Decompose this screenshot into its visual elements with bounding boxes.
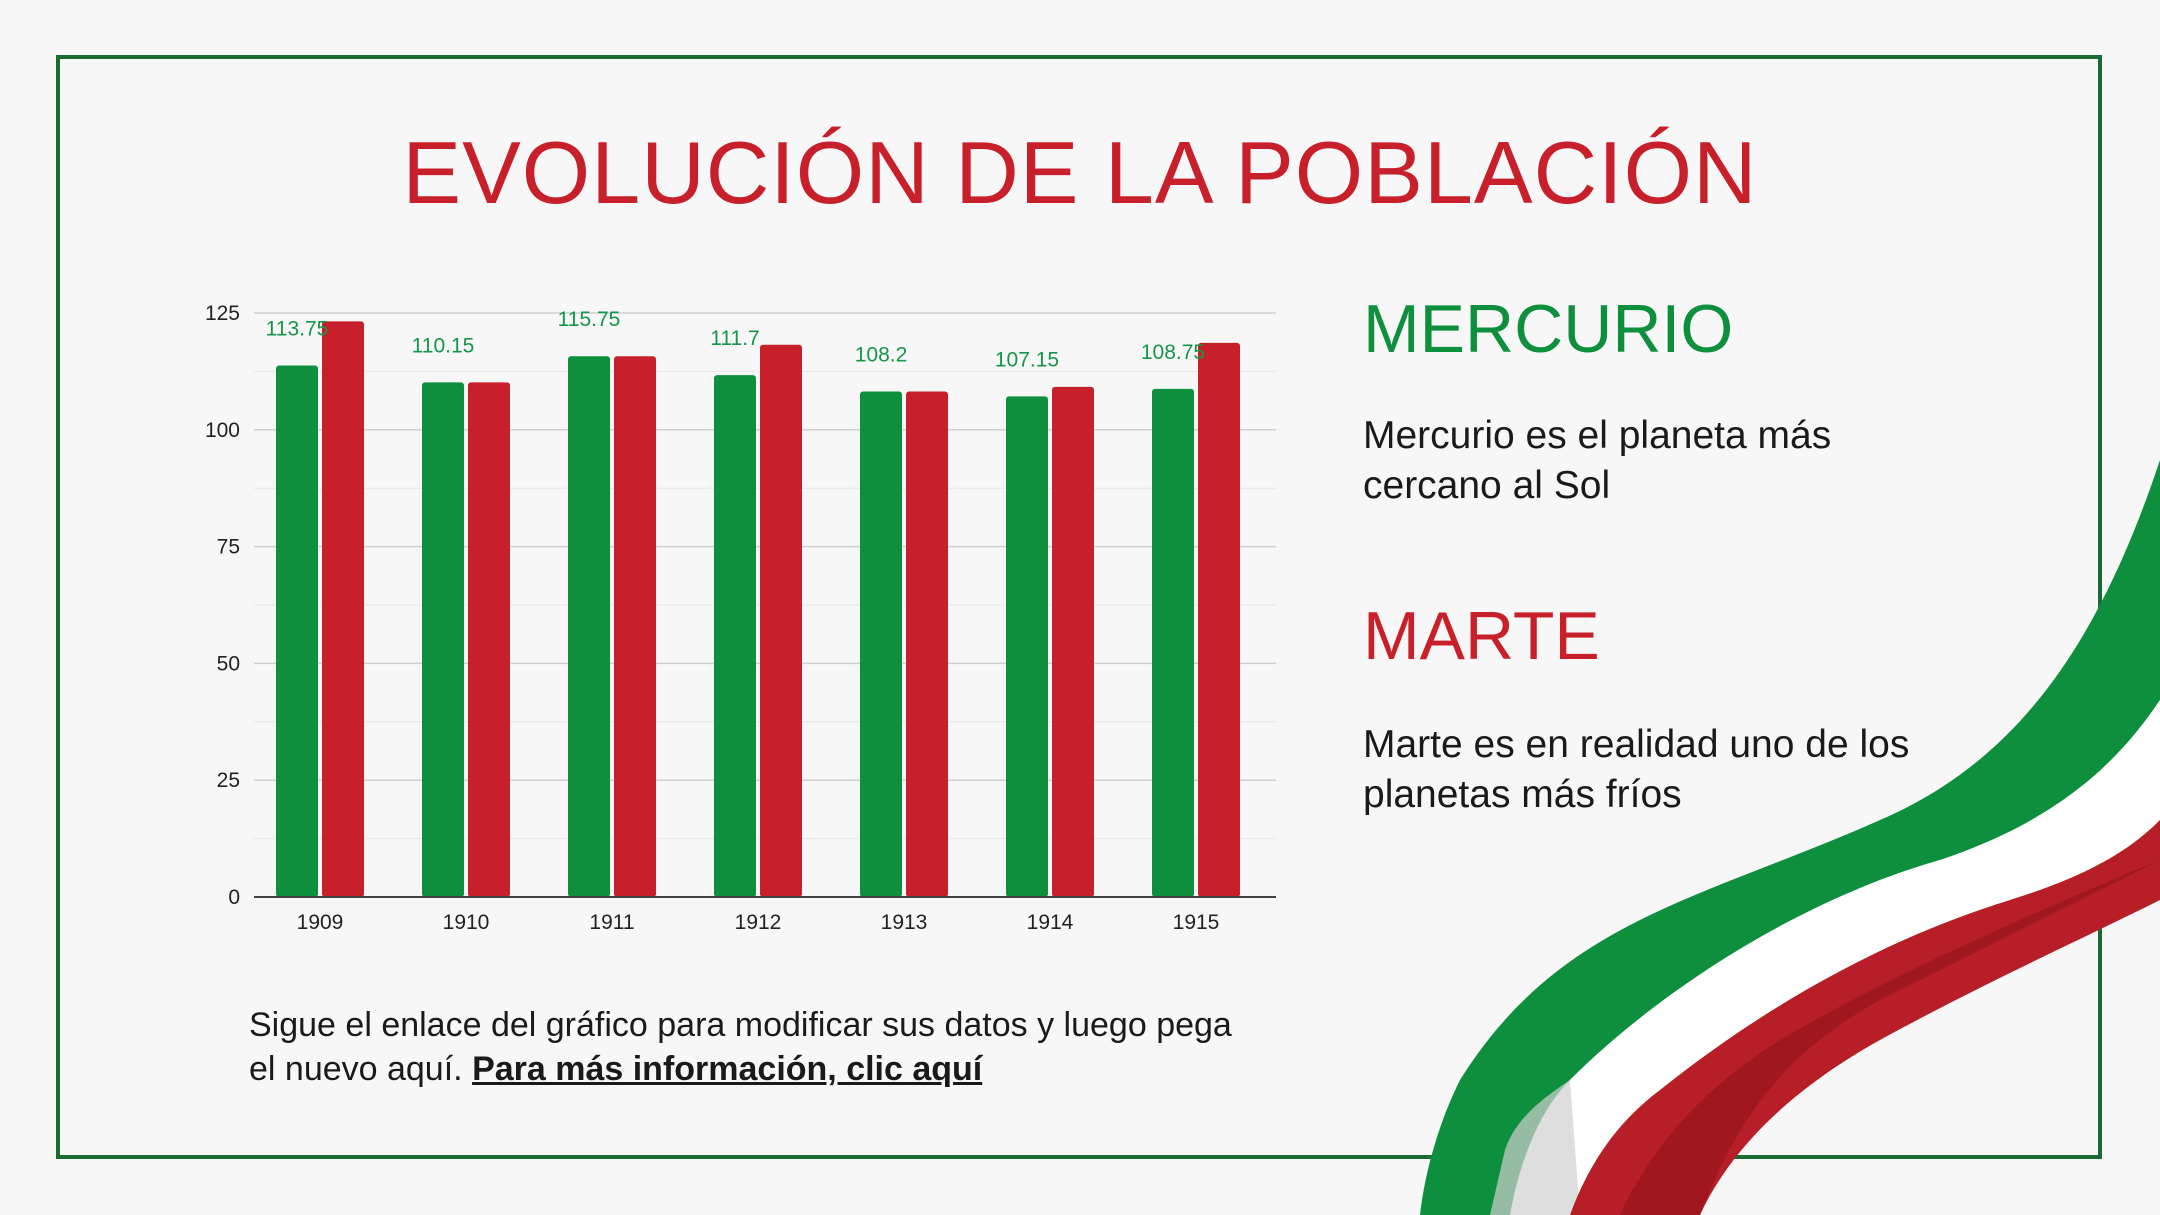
ribbon-white-stripe bbox=[1510, 700, 2160, 1215]
chart-instructions-note: Sigue el enlace del gráfico para modific… bbox=[249, 1003, 1249, 1091]
chart-bars bbox=[276, 321, 1240, 898]
y-tick-label: 125 bbox=[205, 302, 240, 325]
y-tick-label: 100 bbox=[205, 419, 240, 442]
y-tick-label: 25 bbox=[217, 769, 240, 792]
bar-green-1910 bbox=[422, 382, 464, 897]
ribbon-shadow bbox=[1490, 1080, 1580, 1215]
slide-title: EVOLUCIÓN DE LA POBLACIÓN bbox=[402, 123, 1758, 222]
data-label-1915: 108.75 bbox=[1141, 341, 1205, 364]
chart-data-labels: 113.75 110.15 115.75 111.7 108.2 107.15 108.75 bbox=[266, 308, 1205, 371]
bar-green-1915 bbox=[1152, 388, 1194, 897]
mercurio-description: Mercurio es el planeta más cercano al So… bbox=[1363, 414, 1832, 507]
ribbon-red-dark bbox=[1620, 860, 2160, 1215]
more-info-link[interactable]: Para más información, clic aquí bbox=[472, 1050, 983, 1088]
bar-green-1909 bbox=[276, 365, 318, 897]
x-tick-label-1912: 1912 bbox=[735, 911, 782, 934]
data-label-1910: 110.15 bbox=[412, 334, 475, 357]
x-tick-label-1910: 1910 bbox=[443, 911, 490, 934]
mercurio-heading: MERCURIO bbox=[1363, 291, 1734, 367]
data-label-1911: 115.75 bbox=[558, 308, 621, 331]
data-label-1912: 111.7 bbox=[710, 327, 759, 350]
data-label-1909: 113.75 bbox=[266, 318, 329, 341]
bar-red-1913 bbox=[906, 391, 948, 897]
bar-red-1909 bbox=[322, 321, 364, 897]
data-label-1914: 107.15 bbox=[995, 348, 1059, 371]
x-tick-label-1915: 1915 bbox=[1173, 911, 1220, 934]
y-tick-label: 0 bbox=[228, 886, 240, 909]
bar-red-1914 bbox=[1052, 386, 1094, 897]
y-tick-label: 75 bbox=[217, 536, 240, 559]
bar-red-1911 bbox=[614, 356, 656, 897]
bar-red-1915 bbox=[1198, 342, 1240, 898]
marte-description: Marte es en realidad uno de los planetas… bbox=[1363, 723, 1910, 816]
bar-green-1914 bbox=[1006, 396, 1048, 897]
bar-red-1912 bbox=[760, 344, 802, 897]
x-tick-label-1911: 1911 bbox=[589, 911, 634, 934]
bar-green-1912 bbox=[714, 375, 756, 898]
x-tick-label-1913: 1913 bbox=[881, 911, 928, 934]
ribbon-green-stripe bbox=[1420, 460, 2160, 1215]
note-text: Sigue el enlace del gráfico para modific… bbox=[249, 1006, 1232, 1088]
marte-heading: MARTE bbox=[1363, 598, 1600, 674]
x-tick-label-1914: 1914 bbox=[1027, 911, 1074, 934]
bar-green-1911 bbox=[568, 356, 610, 897]
data-label-1913: 108.2 bbox=[855, 343, 908, 366]
chart-axes: 0 25 50 75 100 125 1909 1910 1911 1912 1913 1914 191… bbox=[205, 302, 1276, 934]
bar-green-1913 bbox=[860, 391, 902, 897]
bar-red-1910 bbox=[468, 382, 510, 897]
y-tick-label: 50 bbox=[217, 652, 240, 675]
x-tick-label-1909: 1909 bbox=[297, 911, 344, 934]
population-bar-chart: 113.75 110.15 115.75 111.7 108.2 107.15 108.75… bbox=[205, 302, 1276, 934]
